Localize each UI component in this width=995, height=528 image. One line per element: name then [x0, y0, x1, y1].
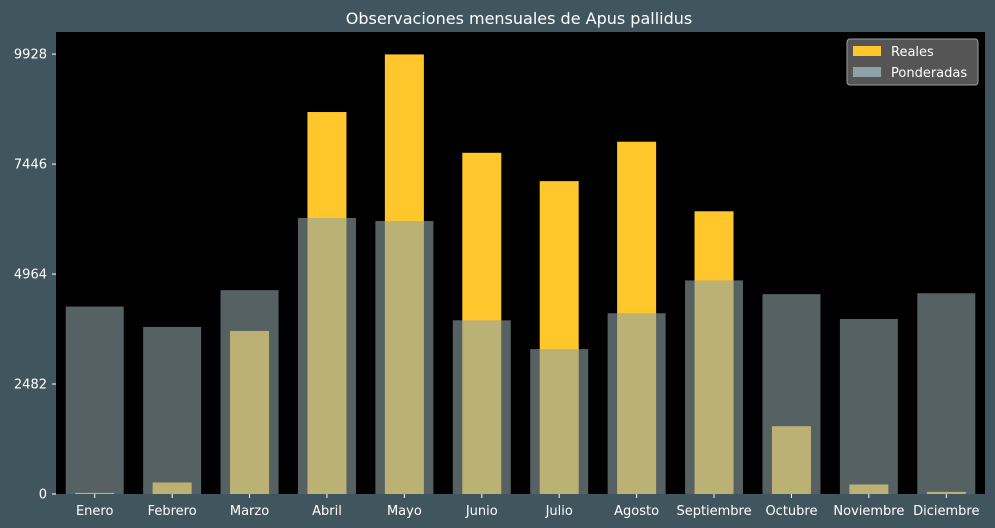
legend-label-ponderadas: Ponderadas [891, 66, 967, 81]
bar-ponderadas-7 [607, 313, 666, 494]
x-tick-label-8: Septiembre [676, 504, 751, 519]
y-tick-label-2: 4964 [14, 268, 47, 283]
bars-ponderadas [65, 217, 976, 494]
x-tick-label-10: Noviembre [833, 504, 904, 519]
y-tick-label-0: 0 [39, 488, 47, 503]
bar-ponderadas-5 [452, 320, 511, 494]
x-tick-label-6: Julio [545, 504, 573, 519]
y-tick-label-4: 9928 [14, 48, 47, 63]
bar-ponderadas-11 [917, 293, 976, 494]
bar-ponderadas-8 [685, 280, 744, 494]
x-tick-label-5: Junio [465, 504, 498, 519]
x-tick-label-1: Febrero [148, 504, 197, 519]
x-tick-label-2: Marzo [230, 504, 269, 519]
bar-ponderadas-0 [65, 306, 124, 494]
y-tick-label-1: 2482 [14, 378, 47, 393]
bar-ponderadas-9 [762, 294, 821, 494]
x-tick-label-0: Enero [76, 504, 114, 519]
chart-title: Observaciones mensuales de Apus pallidus [346, 9, 692, 28]
legend-swatch-reales [853, 46, 881, 56]
bar-ponderadas-10 [839, 318, 898, 494]
bar-ponderadas-6 [530, 349, 589, 494]
x-axis: Enero Febrero Marzo Abril Mayo Junio Julio Agos… [76, 494, 979, 519]
y-tick-label-3: 7446 [14, 158, 47, 173]
y-axis: 0 2482 4964 7446 9928 [14, 48, 56, 503]
x-tick-label-7: Agosto [614, 504, 659, 519]
legend: Reales Ponderadas [846, 38, 979, 86]
x-tick-label-9: Octubre [765, 504, 817, 519]
bar-ponderadas-4 [375, 221, 434, 494]
legend-label-reales: Reales [891, 45, 934, 60]
bar-ponderadas-3 [297, 217, 356, 494]
bar-ponderadas-2 [220, 290, 279, 494]
x-tick-label-4: Mayo [387, 504, 422, 519]
bar-ponderadas-1 [143, 326, 202, 494]
legend-swatch-ponderadas [853, 67, 881, 77]
plot-area [56, 32, 985, 494]
x-tick-label-3: Abril [312, 504, 342, 519]
x-tick-label-11: Diciembre [913, 504, 979, 519]
